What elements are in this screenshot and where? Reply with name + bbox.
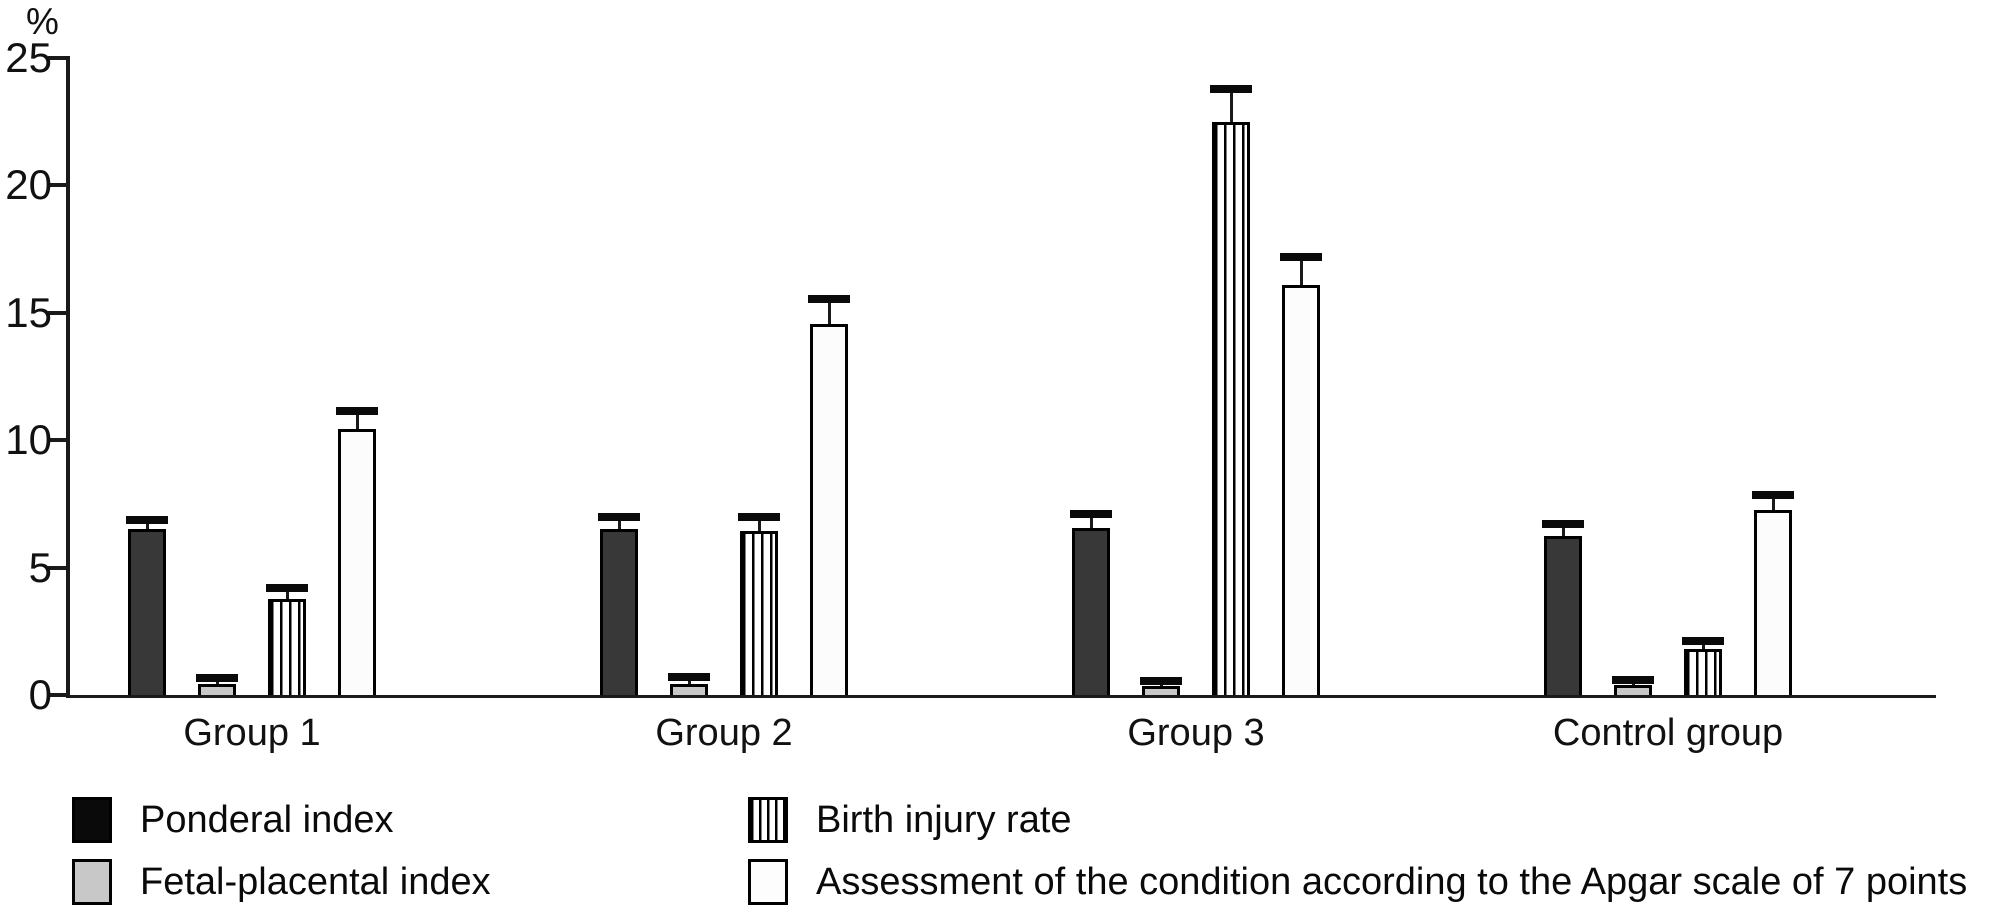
error-bar-stem-assessment-of-the-condition-according-to-the-apgar-scale-of-7-points-control-group xyxy=(1771,494,1775,511)
error-bar-stem-birth-injury-rate-group-2 xyxy=(757,516,761,531)
error-bar-stem-ponderal-index-group-2 xyxy=(617,516,621,530)
error-bar-cap-ponderal-index-group-2 xyxy=(598,512,640,521)
bar-ponderal-index-group-1 xyxy=(128,529,166,695)
y-axis-tick-label-15: 15 xyxy=(5,288,52,336)
x-axis-label-group-2: Group 2 xyxy=(655,712,793,754)
y-axis-tick-0 xyxy=(48,693,66,697)
legend-swatch-birth-injury-rate xyxy=(748,797,788,843)
y-axis-tick-label-20: 20 xyxy=(5,161,52,209)
error-bar-cap-birth-injury-rate-group-2 xyxy=(738,512,780,521)
y-axis-line xyxy=(66,56,70,698)
error-bar-cap-fetal-placental-index-group-2 xyxy=(668,673,710,682)
error-bar-stem-ponderal-index-group-3 xyxy=(1089,514,1093,529)
legend-label-ponderal-index: Ponderal index xyxy=(140,799,394,841)
error-bar-cap-fetal-placental-index-group-3 xyxy=(1140,676,1182,685)
error-bar-stem-ponderal-index-control-group xyxy=(1561,524,1565,536)
bar-fetal-placental-index-control-group xyxy=(1614,684,1652,695)
y-axis-tick-25 xyxy=(48,56,66,60)
error-bar-stem-assessment-of-the-condition-according-to-the-apgar-scale-of-7-points-group-3 xyxy=(1299,256,1303,285)
legend-label-birth-injury-rate: Birth injury rate xyxy=(816,799,1072,841)
legend-swatch-fetal-placental-index xyxy=(72,859,112,905)
y-axis-tick-20 xyxy=(48,183,66,188)
x-axis-label-control-group: Control group xyxy=(1552,712,1784,754)
bar-fetal-placental-index-group-3 xyxy=(1142,686,1180,695)
y-axis-tick-label-5: 5 xyxy=(28,543,52,591)
x-axis-label-group-3: Group 3 xyxy=(1127,712,1265,754)
legend-label-assessment-of-the-condition-according-to-the-apgar-scale-of-7-points: Assessment of the condition according to… xyxy=(816,861,1968,903)
error-bar-stem-birth-injury-rate-group-1 xyxy=(285,587,289,600)
error-bar-cap-birth-injury-rate-control-group xyxy=(1682,637,1724,646)
y-axis-tick-5 xyxy=(48,565,66,570)
legend-swatch-ponderal-index xyxy=(72,797,112,843)
bar-assessment-of-the-condition-according-to-the-apgar-scale-of-7-points-group-2 xyxy=(810,324,848,695)
y-axis-tick-label-10: 10 xyxy=(5,416,52,464)
bar-birth-injury-rate-group-1 xyxy=(268,599,306,695)
bar-ponderal-index-control-group xyxy=(1544,535,1582,695)
x-axis-line xyxy=(66,695,1936,698)
bar-assessment-of-the-condition-according-to-the-apgar-scale-of-7-points-group-1 xyxy=(338,428,376,695)
error-bar-cap-fetal-placental-index-control-group xyxy=(1612,675,1654,684)
bar-fetal-placental-index-group-1 xyxy=(198,683,236,695)
error-bar-stem-assessment-of-the-condition-according-to-the-apgar-scale-of-7-points-group-2 xyxy=(827,298,831,325)
bar-birth-injury-rate-group-2 xyxy=(740,530,778,695)
error-bar-cap-assessment-of-the-condition-according-to-the-apgar-scale-of-7-points-control-group xyxy=(1752,490,1794,499)
bar-fetal-placental-index-group-2 xyxy=(670,683,708,695)
x-axis-label-group-1: Group 1 xyxy=(183,712,321,754)
y-axis-tick-15 xyxy=(48,310,66,315)
bar-assessment-of-the-condition-according-to-the-apgar-scale-of-7-points-control-group xyxy=(1754,510,1792,695)
y-axis-tick-label-25: 25 xyxy=(5,34,52,81)
error-bar-cap-assessment-of-the-condition-according-to-the-apgar-scale-of-7-points-group-1 xyxy=(336,406,378,415)
bar-ponderal-index-group-2 xyxy=(600,529,638,695)
error-bar-stem-birth-injury-rate-group-3 xyxy=(1229,88,1233,122)
bar-birth-injury-rate-control-group xyxy=(1684,649,1722,695)
error-bar-cap-assessment-of-the-condition-according-to-the-apgar-scale-of-7-points-group-2 xyxy=(808,294,850,303)
bar-assessment-of-the-condition-according-to-the-apgar-scale-of-7-points-group-3 xyxy=(1282,284,1320,695)
error-bar-stem-assessment-of-the-condition-according-to-the-apgar-scale-of-7-points-group-1 xyxy=(355,410,359,429)
error-bar-stem-ponderal-index-group-1 xyxy=(145,520,149,530)
error-bar-cap-assessment-of-the-condition-according-to-the-apgar-scale-of-7-points-group-3 xyxy=(1280,252,1322,261)
y-axis-tick-label-0: 0 xyxy=(28,671,52,718)
error-bar-cap-birth-injury-rate-group-3 xyxy=(1210,84,1252,93)
y-axis-unit-label: % xyxy=(26,1,59,42)
error-bar-cap-birth-injury-rate-group-1 xyxy=(266,583,308,592)
legend-label-fetal-placental-index: Fetal-placental index xyxy=(140,861,491,903)
y-axis-tick-10 xyxy=(48,438,66,443)
bar-birth-injury-rate-group-3 xyxy=(1212,121,1250,695)
legend-swatch-assessment-of-the-condition-according-to-the-apgar-scale-of-7-points xyxy=(748,859,788,905)
bar-ponderal-index-group-3 xyxy=(1072,528,1110,695)
error-bar-cap-fetal-placental-index-group-1 xyxy=(196,674,238,683)
error-bar-cap-ponderal-index-group-1 xyxy=(126,516,168,525)
error-bar-cap-ponderal-index-group-3 xyxy=(1070,510,1112,519)
error-bar-cap-ponderal-index-control-group xyxy=(1542,520,1584,529)
